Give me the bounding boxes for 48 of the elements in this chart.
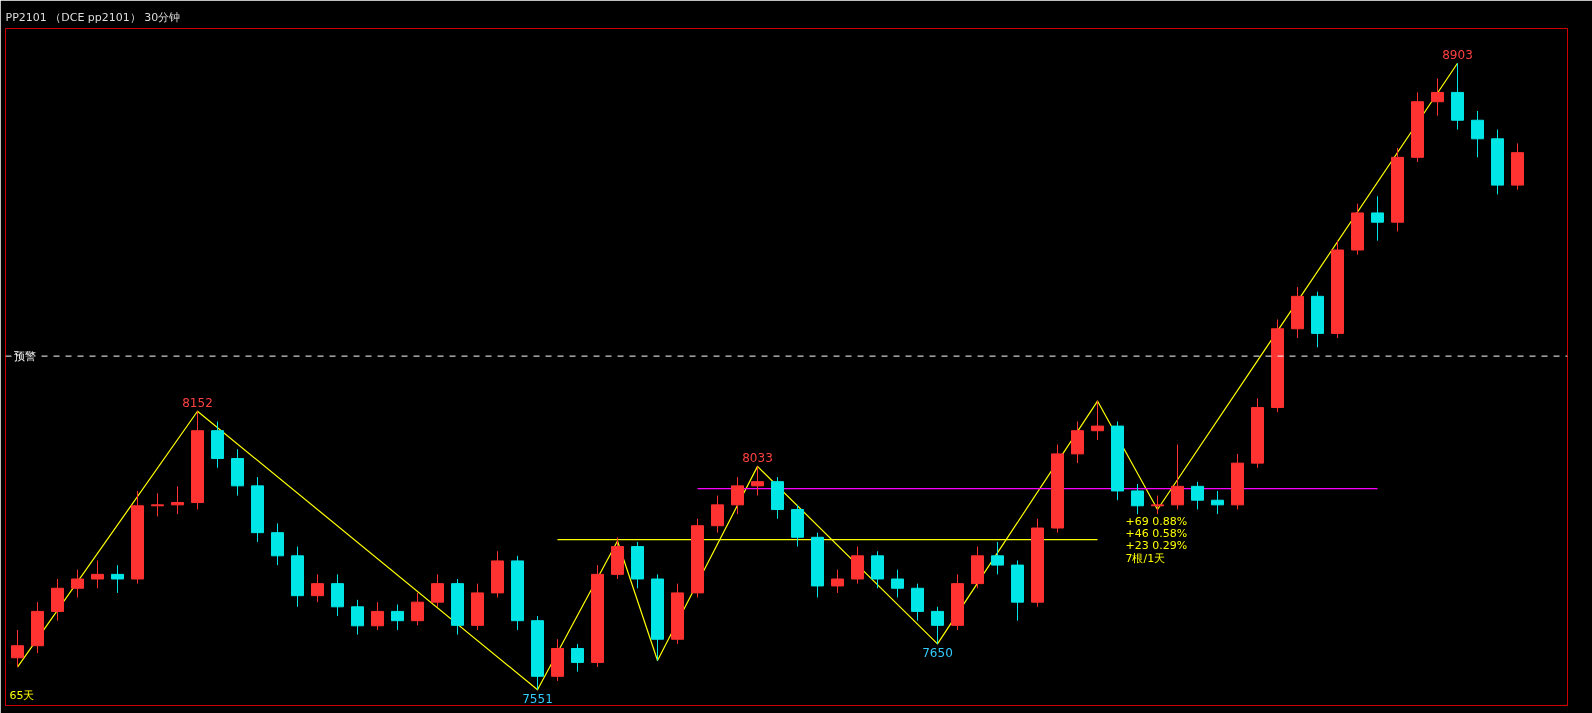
data-label: 7650	[922, 645, 953, 660]
candlestick	[851, 546, 864, 585]
candlestick	[1071, 420, 1084, 464]
candlestick	[411, 592, 424, 626]
candlestick	[51, 578, 64, 622]
candlestick	[1471, 110, 1484, 158]
annotation: 7根/1天	[1125, 552, 1166, 566]
candlestick	[911, 583, 924, 622]
candlestick	[571, 643, 584, 673]
candlestick	[1151, 495, 1164, 515]
candlestick	[1431, 78, 1444, 117]
candlestick	[431, 573, 444, 608]
annotation: +46 0.58%	[1125, 527, 1188, 541]
annotation: 65天	[9, 688, 35, 702]
candlestick	[1091, 400, 1104, 441]
candlestick	[171, 485, 184, 515]
candlestick	[371, 601, 384, 631]
candlestick	[991, 541, 1004, 575]
candlestick	[311, 573, 324, 603]
chart-title: PP2101 （DCE pp2101） 30分钟	[5, 10, 181, 24]
data-label: 7551	[522, 691, 553, 706]
annotation: +69 0.88%	[1125, 515, 1188, 529]
candlestick	[151, 492, 164, 517]
candlestick	[1131, 483, 1144, 515]
candlestick	[1171, 444, 1184, 510]
candlestick	[71, 569, 84, 599]
candlestick	[331, 573, 344, 617]
data-label: 8152	[182, 396, 213, 411]
candlestick	[1191, 481, 1204, 510]
data-label: 8903	[1442, 48, 1473, 63]
candlestick	[731, 476, 744, 515]
candlestick	[11, 629, 24, 668]
candlestick	[711, 495, 724, 534]
data-label: 8033	[742, 451, 773, 466]
candlestick	[1371, 195, 1384, 242]
candlestick	[831, 569, 844, 594]
candlestick	[351, 599, 364, 636]
candlestick	[931, 606, 944, 645]
annotation: +23 0.29%	[1125, 539, 1188, 553]
candlestick	[891, 569, 904, 599]
candlestick	[751, 465, 764, 497]
candlestick	[391, 603, 404, 631]
candlestick	[1211, 490, 1224, 515]
candlestick	[871, 550, 884, 589]
candlestick	[271, 522, 284, 566]
ref-line-label: 预警	[13, 349, 36, 363]
candlestick	[111, 564, 124, 594]
candlestick	[91, 559, 104, 589]
